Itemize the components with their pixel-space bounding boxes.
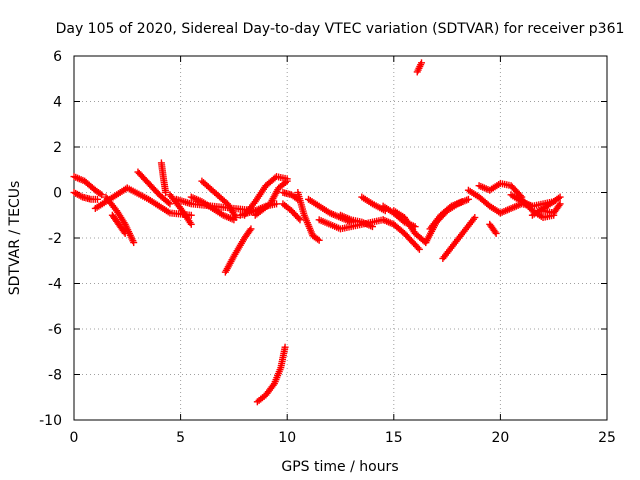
- data-point-marker: [247, 225, 255, 233]
- data-point-marker: [93, 195, 101, 203]
- data-point-marker: [555, 201, 563, 209]
- y-tick-label: 2: [53, 140, 62, 156]
- data-point-marker: [368, 223, 376, 231]
- data-point-marker: [554, 194, 562, 202]
- chart-title: Day 105 of 2020, Sidereal Day-to-day VTE…: [56, 21, 625, 37]
- data-point-marker: [458, 198, 466, 206]
- x-tick-label: 0: [70, 430, 79, 446]
- data-point-marker: [415, 245, 423, 253]
- data-point-marker: [314, 235, 322, 243]
- data-point-marker: [414, 244, 422, 252]
- data-point-marker: [164, 199, 172, 207]
- data-point-marker: [187, 220, 195, 228]
- data-point-marker: [296, 216, 304, 224]
- y-tick-label: 4: [53, 95, 62, 111]
- data-point-marker: [491, 228, 499, 236]
- data-point-marker: [281, 343, 289, 351]
- data-point-marker: [269, 381, 277, 389]
- x-tick-label: 5: [176, 430, 185, 446]
- x-tick-label: 15: [385, 430, 403, 446]
- data-point-marker: [273, 200, 281, 208]
- data-point-marker: [120, 228, 128, 236]
- data-point-marker: [464, 195, 472, 203]
- y-tick-label: -10: [39, 413, 62, 429]
- x-axis-label: GPS time / hours: [281, 459, 398, 475]
- data-point-marker: [96, 190, 104, 198]
- data-point-marker: [232, 214, 240, 222]
- data-point-marker: [556, 193, 564, 201]
- x-tick-label: 25: [598, 430, 616, 446]
- x-tick-label: 20: [491, 430, 509, 446]
- data-point-marker: [166, 200, 174, 208]
- y-tick-label: 6: [53, 49, 62, 65]
- data-point-marker: [471, 214, 479, 222]
- x-tick-label: 10: [278, 430, 296, 446]
- data-point-marker: [283, 177, 291, 185]
- grid-lines: [74, 56, 607, 420]
- y-tick-label: -8: [48, 368, 62, 384]
- y-tick-label: 0: [53, 186, 62, 202]
- y-tick-label: -6: [48, 322, 62, 338]
- y-tick-label: -4: [48, 277, 62, 293]
- plot-frame: [73, 55, 608, 421]
- data-point-marker: [246, 226, 254, 234]
- y-tick-label: -2: [48, 231, 62, 247]
- data-points: [70, 59, 564, 406]
- data-point-marker: [295, 214, 303, 222]
- data-point-marker: [418, 59, 426, 67]
- axis-ticks: 0 5 10 15 20 25 -10 -8 -6 -4 -2 0 2 4 6: [39, 49, 616, 446]
- data-point-marker: [130, 239, 138, 247]
- data-point-marker: [556, 200, 564, 208]
- data-point-marker: [187, 211, 195, 219]
- data-point-marker: [492, 229, 500, 237]
- y-axis-label: SDTVAR / TECUs: [7, 181, 23, 296]
- data-point-marker: [315, 236, 323, 244]
- data-point-marker: [98, 191, 106, 199]
- data-point-marker: [162, 189, 170, 196]
- data-point-marker: [121, 229, 129, 237]
